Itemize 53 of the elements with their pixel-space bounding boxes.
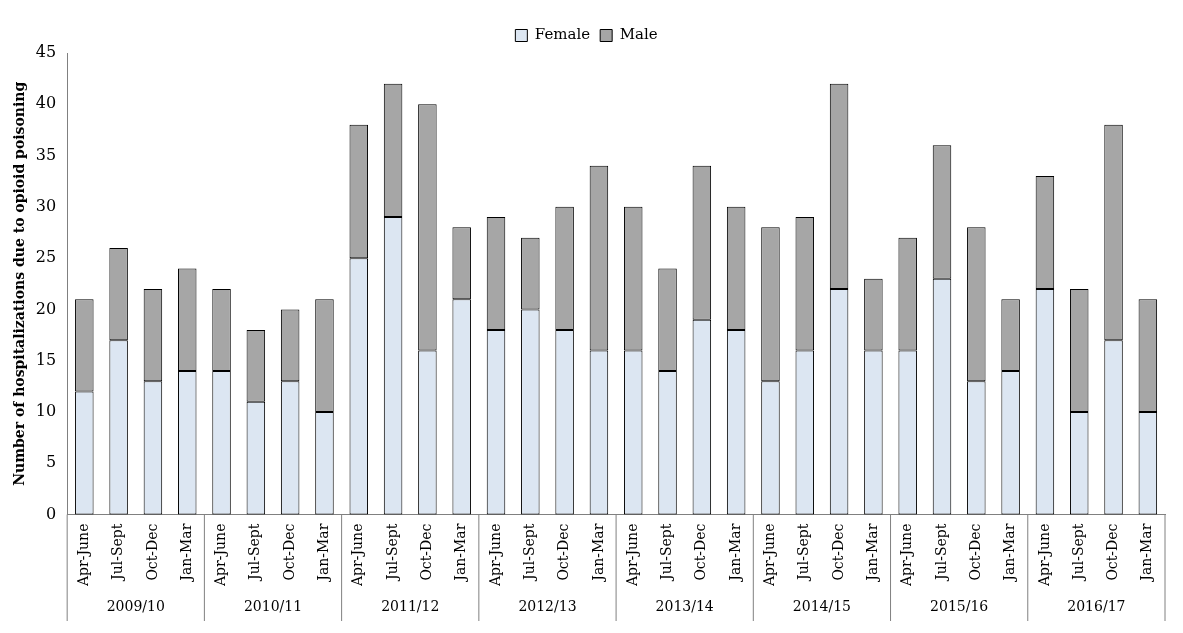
x-tick-label: Jul-Sept bbox=[932, 523, 949, 582]
x-tick-label: Oct-Dec bbox=[555, 523, 572, 581]
x-tick-label: Apr-June bbox=[212, 523, 229, 588]
text: 2010/11 bbox=[243, 597, 303, 614]
x-tick-label: Apr-June bbox=[898, 523, 915, 588]
text: 2016/17 bbox=[1067, 597, 1126, 614]
x-tick-label: Jul-Sept bbox=[1069, 523, 1086, 582]
x-tick-label: Apr-June bbox=[761, 523, 778, 588]
x-tick-label: Jan-Mar bbox=[452, 523, 469, 583]
x-tick-label: Jan-Mar bbox=[1138, 523, 1155, 583]
legend-label: Male bbox=[619, 25, 658, 44]
y-tick-label: 45 bbox=[35, 42, 57, 62]
x-tick-label: Oct-Dec bbox=[418, 523, 435, 581]
x-tick-label: Oct-Dec bbox=[692, 523, 709, 581]
x-tick-label: Jul-Sept bbox=[383, 523, 400, 582]
y-tick-label: 25 bbox=[35, 247, 57, 267]
x-tick-label: Jul-Sept bbox=[795, 523, 812, 582]
text: 2011/12 bbox=[381, 597, 440, 614]
x-tick-label: Jan-Mar bbox=[864, 523, 881, 583]
legend-label: Female bbox=[534, 25, 591, 44]
y-tick-label: 30 bbox=[35, 196, 57, 216]
x-tick-label: Apr-June bbox=[1035, 523, 1052, 588]
x-tick-label: Jul-Sept bbox=[246, 523, 263, 582]
y-tick-label: 5 bbox=[45, 452, 57, 472]
text: 2013/14 bbox=[655, 597, 714, 614]
y-tick-label: 40 bbox=[35, 93, 57, 113]
x-tick-label: Jan-Mar bbox=[726, 523, 743, 583]
x-tick-label: Jul-Sept bbox=[109, 523, 126, 582]
x-tick-label: Oct-Dec bbox=[829, 523, 846, 581]
text: 2014/15 bbox=[792, 597, 852, 614]
x-tick-label: Jan-Mar bbox=[1001, 523, 1018, 583]
x-tick-label: Apr-June bbox=[74, 523, 91, 588]
x-tick-label: Jan-Mar bbox=[315, 523, 332, 583]
x-tick-label: Apr-June bbox=[486, 523, 503, 588]
x-tick-label: Jul-Sept bbox=[520, 523, 537, 582]
y-tick-label: 10 bbox=[35, 401, 57, 421]
y-tick-label: 20 bbox=[35, 298, 57, 318]
x-tick-label: Jul-Sept bbox=[658, 523, 675, 582]
x-tick-label: Oct-Dec bbox=[280, 523, 297, 581]
x-tick-label: Jan-Mar bbox=[589, 523, 606, 583]
x-tick-label: Apr-June bbox=[349, 523, 366, 588]
y-tick-label: 0 bbox=[45, 503, 57, 523]
text: 2015/16 bbox=[930, 597, 989, 614]
x-tick-label: Oct-Dec bbox=[1104, 523, 1121, 581]
y-tick-label: 15 bbox=[35, 349, 57, 369]
x-tick-label: Jan-Mar bbox=[177, 523, 194, 583]
x-tick-label: Oct-Dec bbox=[966, 523, 983, 581]
x-tick-label: Oct-Dec bbox=[143, 523, 160, 581]
text: 2012/13 bbox=[518, 597, 577, 614]
text: 2009/10 bbox=[106, 597, 165, 614]
y-axis-title: Number of hospitalizations due to opioid poisoning bbox=[11, 81, 28, 486]
y-tick-label: 35 bbox=[35, 144, 57, 164]
x-tick-label: Apr-June bbox=[623, 523, 640, 588]
